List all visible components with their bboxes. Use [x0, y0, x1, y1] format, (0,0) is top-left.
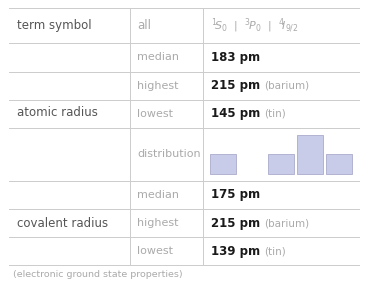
- Text: (electronic ground state properties): (electronic ground state properties): [13, 270, 183, 279]
- Text: covalent radius: covalent radius: [17, 217, 108, 230]
- Text: (barium): (barium): [264, 81, 309, 91]
- Text: 215 pm: 215 pm: [210, 79, 260, 92]
- Text: distribution: distribution: [137, 149, 201, 159]
- Text: lowest: lowest: [137, 246, 173, 256]
- Bar: [297, 135, 323, 174]
- Text: median: median: [137, 190, 179, 200]
- Text: 145 pm: 145 pm: [210, 107, 260, 120]
- Text: lowest: lowest: [137, 109, 173, 119]
- Bar: [210, 154, 236, 174]
- Text: highest: highest: [137, 218, 179, 228]
- Text: 139 pm: 139 pm: [210, 245, 260, 258]
- Text: (barium): (barium): [264, 218, 309, 228]
- Bar: [326, 154, 352, 174]
- Text: highest: highest: [137, 81, 179, 91]
- Text: 175 pm: 175 pm: [210, 188, 260, 201]
- Text: atomic radius: atomic radius: [17, 106, 98, 119]
- Text: median: median: [137, 52, 179, 63]
- Text: (tin): (tin): [264, 246, 286, 256]
- Text: 183 pm: 183 pm: [210, 51, 260, 64]
- Text: term symbol: term symbol: [17, 19, 91, 32]
- Bar: [268, 154, 294, 174]
- Text: (tin): (tin): [264, 109, 286, 119]
- Text: $^1\!S_0$  |  $^3\!P_0$  |  $^4\!I_{9/2}$: $^1\!S_0$ | $^3\!P_0$ | $^4\!I_{9/2}$: [210, 16, 298, 35]
- Text: 215 pm: 215 pm: [210, 217, 260, 230]
- Text: all: all: [137, 19, 151, 32]
